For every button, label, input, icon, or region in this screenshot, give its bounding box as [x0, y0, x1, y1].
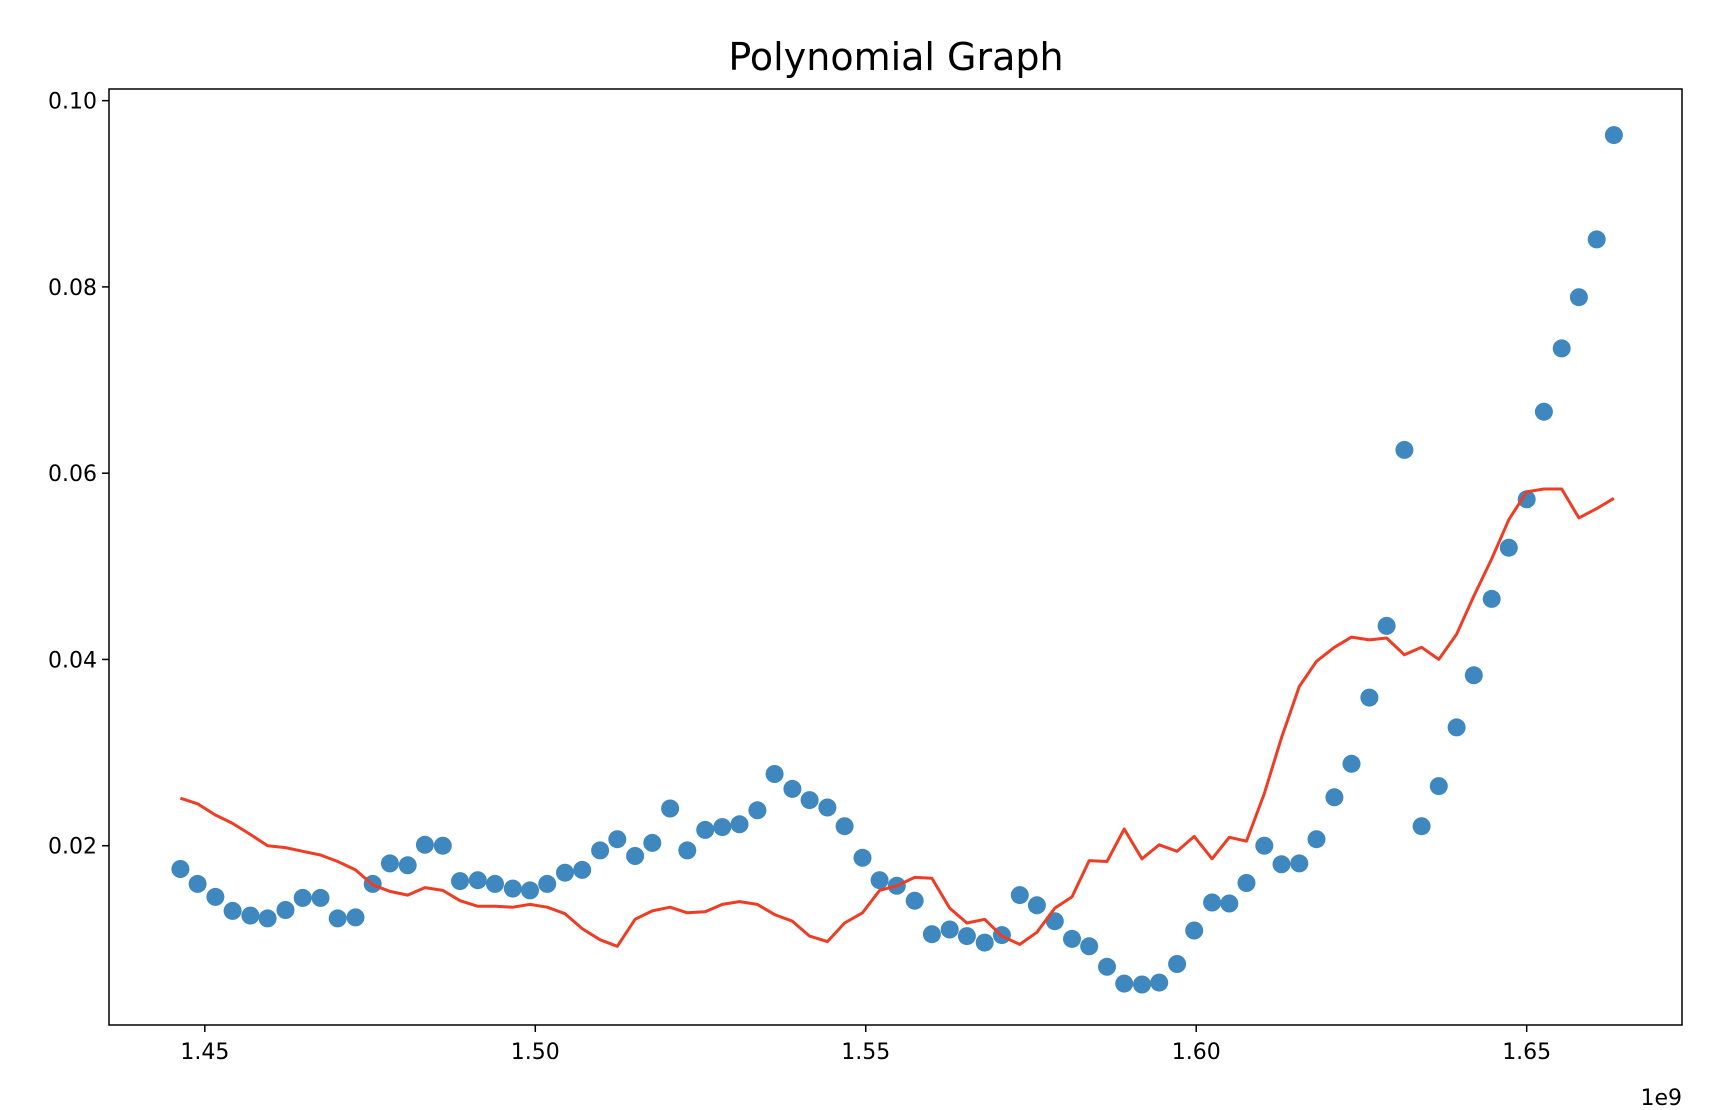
scatter-point — [922, 925, 941, 944]
scatter-point — [1447, 718, 1466, 737]
scatter-point — [1185, 921, 1204, 940]
scatter-point — [188, 874, 207, 893]
scatter-point — [1010, 886, 1029, 905]
scatter-point — [433, 836, 452, 855]
scatter-point — [1534, 402, 1553, 421]
scatter-point — [1168, 955, 1187, 973]
scatter-point — [223, 901, 242, 920]
scatter-point — [538, 874, 557, 893]
scatter-point — [171, 860, 190, 878]
y-tick-label: 0.08 — [48, 276, 97, 301]
scatter-point — [1203, 893, 1222, 912]
y-tick-label: 0.02 — [48, 835, 97, 860]
y-tick-label: 0.10 — [48, 90, 97, 115]
scatter-point — [293, 888, 312, 907]
scatter-point — [957, 927, 976, 946]
x-offset-label: 1e9 — [1640, 1086, 1682, 1110]
plot-area — [171, 126, 1623, 994]
scatter-point — [870, 871, 889, 890]
scatter-point — [556, 863, 574, 882]
scatter-point — [380, 854, 399, 873]
scatter-point — [1464, 666, 1483, 685]
scatter-point — [415, 835, 434, 854]
scatter-point — [591, 841, 610, 860]
y-tick-label: 0.06 — [48, 462, 97, 487]
scatter-point — [1569, 288, 1588, 307]
scatter-point — [1220, 894, 1239, 913]
scatter-point — [1237, 874, 1256, 892]
scatter-point — [835, 817, 854, 836]
scatter-point — [1080, 937, 1099, 956]
x-tick-label: 1.45 — [180, 1040, 229, 1065]
scatter-point — [1395, 440, 1414, 459]
scatter-point — [398, 856, 417, 875]
scatter-point — [1587, 230, 1606, 249]
scatter-point — [1115, 974, 1134, 993]
chart-title: Polynomial Graph — [728, 35, 1063, 79]
scatter-point — [713, 818, 732, 837]
x-tick-label: 1.50 — [511, 1040, 560, 1065]
scatter-point — [678, 841, 697, 860]
scatter-point — [311, 888, 330, 907]
scatter-point — [486, 874, 504, 893]
scatter-point — [696, 820, 715, 839]
scatter-point — [276, 901, 295, 919]
scatter-point — [975, 933, 994, 952]
scatter-point — [1325, 788, 1344, 807]
scatter-point — [853, 848, 872, 867]
scatter-point — [1290, 854, 1309, 873]
scatter-point — [905, 891, 924, 910]
scatter-point — [661, 799, 680, 818]
axes-frame — [108, 88, 1683, 1026]
scatter-point — [573, 860, 592, 879]
scatter-point — [1133, 975, 1151, 994]
scatter-point — [1342, 754, 1361, 773]
scatter-point — [258, 909, 277, 928]
scatter-point — [1517, 490, 1536, 509]
scatter-point — [608, 830, 627, 849]
scatter-point — [800, 791, 819, 810]
scatter-point — [206, 887, 225, 906]
x-axis: 1.45 1.50 1.55 1.60 1.65 — [180, 1025, 1551, 1065]
scatter-point — [451, 872, 469, 891]
scatter-point — [1255, 836, 1274, 855]
scatter-point — [626, 847, 645, 865]
x-tick-label: 1.65 — [1502, 1040, 1551, 1065]
x-tick-label: 1.55 — [841, 1040, 890, 1065]
scatter-point — [1307, 830, 1326, 849]
scatter-point — [328, 909, 347, 928]
scatter-point — [1027, 896, 1046, 915]
scatter-point — [748, 801, 767, 820]
scatter-point — [818, 798, 837, 817]
scatter-point — [783, 779, 802, 798]
scatter-point — [468, 871, 487, 890]
scatter-point — [346, 908, 365, 927]
scatter-point — [1499, 538, 1518, 557]
scatter-point — [1098, 957, 1116, 976]
scatter-point — [940, 920, 959, 939]
scatter-point — [1272, 855, 1291, 874]
y-tick-label: 0.04 — [48, 648, 97, 673]
scatter-point — [521, 881, 539, 900]
scatter-point — [503, 879, 522, 898]
scatter-point — [241, 906, 260, 925]
scatter-point — [1482, 589, 1501, 608]
scatter-point — [1150, 973, 1169, 992]
scatter-point — [643, 833, 662, 852]
scatter-point — [1412, 817, 1431, 836]
scatter-point — [765, 765, 784, 783]
scatter-point — [1429, 777, 1448, 796]
x-tick-label: 1.60 — [1172, 1040, 1221, 1065]
y-axis: 0.02 0.04 0.06 0.08 0.10 — [48, 90, 109, 860]
scatter-point — [1377, 616, 1396, 635]
scatter-point — [1604, 126, 1623, 145]
scatter-point — [1552, 339, 1571, 358]
scatter-point — [730, 815, 749, 834]
series-line-1 — [179, 487, 1615, 948]
scatter-point — [1360, 688, 1379, 707]
scatter-point — [1063, 929, 1081, 948]
